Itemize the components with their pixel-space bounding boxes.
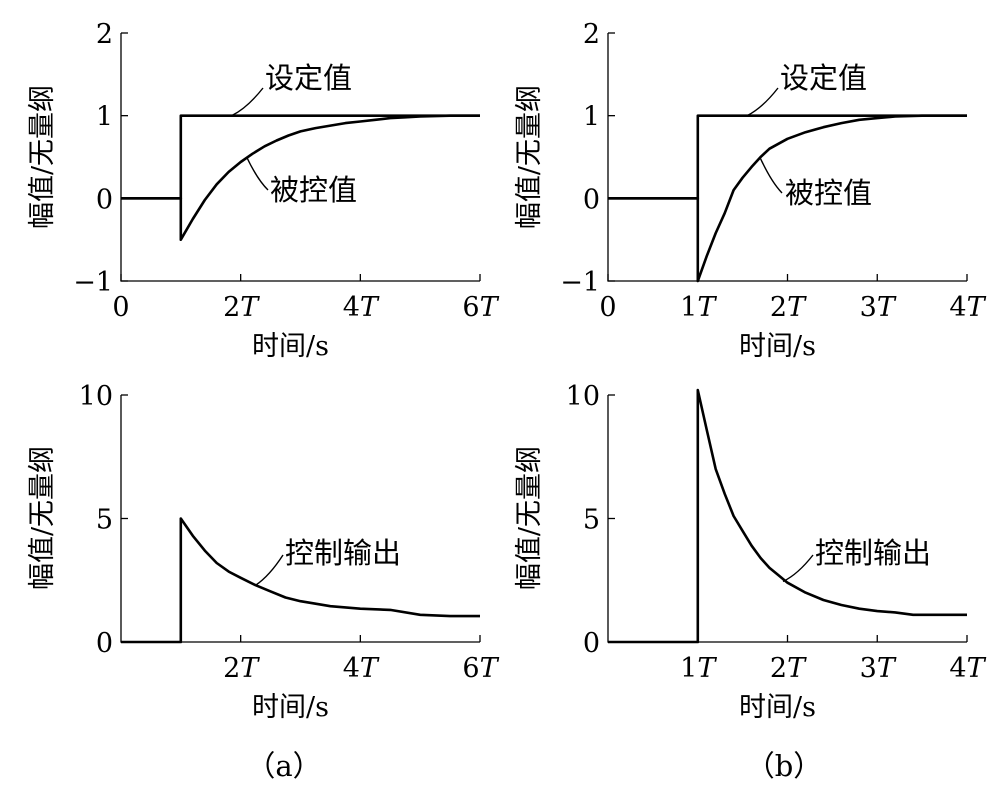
- annotation-label: 设定值: [780, 61, 867, 95]
- annotation-leader: [782, 554, 814, 583]
- annotation-leader: [231, 87, 264, 117]
- x-tick-label: 4T: [343, 653, 380, 684]
- x-tick-label: 1T: [680, 653, 717, 684]
- y-tick-label: 0: [96, 184, 113, 215]
- annotation-label: 被控值: [785, 176, 872, 210]
- x-tick-label: 2T: [223, 292, 260, 323]
- annotation-leader: [246, 156, 269, 191]
- y-tick-label: 2: [583, 19, 600, 50]
- annotation-label: 控制输出: [815, 536, 931, 570]
- series-line-primary: [608, 388, 967, 644]
- chart-panel-b-bottom: 0 5 10 1T 2T 3T 4T 时间/s 幅值/无量纲控制输出: [514, 381, 987, 723]
- y-axis-label: 幅值/无量纲: [514, 446, 545, 590]
- series-line-primary: [121, 517, 480, 644]
- x-tick-label: 2T: [223, 653, 260, 684]
- x-axis-label: 时间/s: [739, 331, 816, 362]
- y-tick-label: 5: [583, 505, 600, 536]
- x-tick-label: 2T: [770, 292, 807, 323]
- series-line-secondary: [121, 114, 480, 241]
- x-tick-label: 4T: [343, 292, 380, 323]
- x-tick-label: 0: [599, 292, 616, 323]
- x-axis-label: 时间/s: [252, 331, 329, 362]
- x-tick-label: 0: [112, 292, 129, 323]
- y-tick-label: 10: [566, 381, 600, 412]
- x-axis-label: 时间/s: [739, 692, 816, 723]
- annotation-leader: [759, 158, 783, 194]
- x-tick-label: 2T: [770, 653, 807, 684]
- x-axis-label: 时间/s: [252, 692, 329, 723]
- y-tick-label: 0: [96, 628, 113, 659]
- y-tick-label: 0: [583, 628, 600, 659]
- annotation-label: 被控值: [270, 173, 357, 207]
- annotation-leader: [255, 554, 284, 586]
- y-tick-label: 5: [96, 505, 113, 536]
- chart-panel-a-bottom: 0 5 10 2T 4T 6T 时间/s 幅值/无量纲控制输出: [27, 381, 500, 723]
- y-tick-label: 0: [583, 184, 600, 215]
- y-tick-label: 1: [96, 102, 113, 133]
- series-line-secondary: [608, 114, 967, 283]
- y-tick-label: −1: [73, 267, 113, 298]
- annotation-label: 控制输出: [285, 536, 401, 570]
- y-tick-label: 2: [96, 19, 113, 50]
- axes-frame: [607, 395, 967, 643]
- y-tick-label: 1: [583, 102, 600, 133]
- x-tick-label: 4T: [949, 653, 986, 684]
- axes-frame: [120, 395, 480, 643]
- subfigure-caption-a: （a）: [246, 749, 321, 783]
- annotation-label: 设定值: [265, 61, 352, 95]
- x-tick-label: 6T: [462, 653, 499, 684]
- y-axis-label: 幅值/无量纲: [27, 446, 58, 590]
- subfigure-caption-b: （b）: [746, 749, 823, 783]
- annotation-leader: [746, 87, 779, 117]
- x-tick-label: 3T: [860, 653, 897, 684]
- x-tick-label: 6T: [462, 292, 499, 323]
- x-tick-label: 4T: [949, 292, 986, 323]
- y-tick-label: 10: [79, 381, 113, 412]
- y-axis-label: 幅值/无量纲: [27, 85, 58, 229]
- x-tick-label: 1T: [680, 292, 717, 323]
- y-axis-label: 幅值/无量纲: [514, 85, 545, 229]
- y-tick-label: −1: [560, 267, 600, 298]
- x-tick-label: 3T: [860, 292, 897, 323]
